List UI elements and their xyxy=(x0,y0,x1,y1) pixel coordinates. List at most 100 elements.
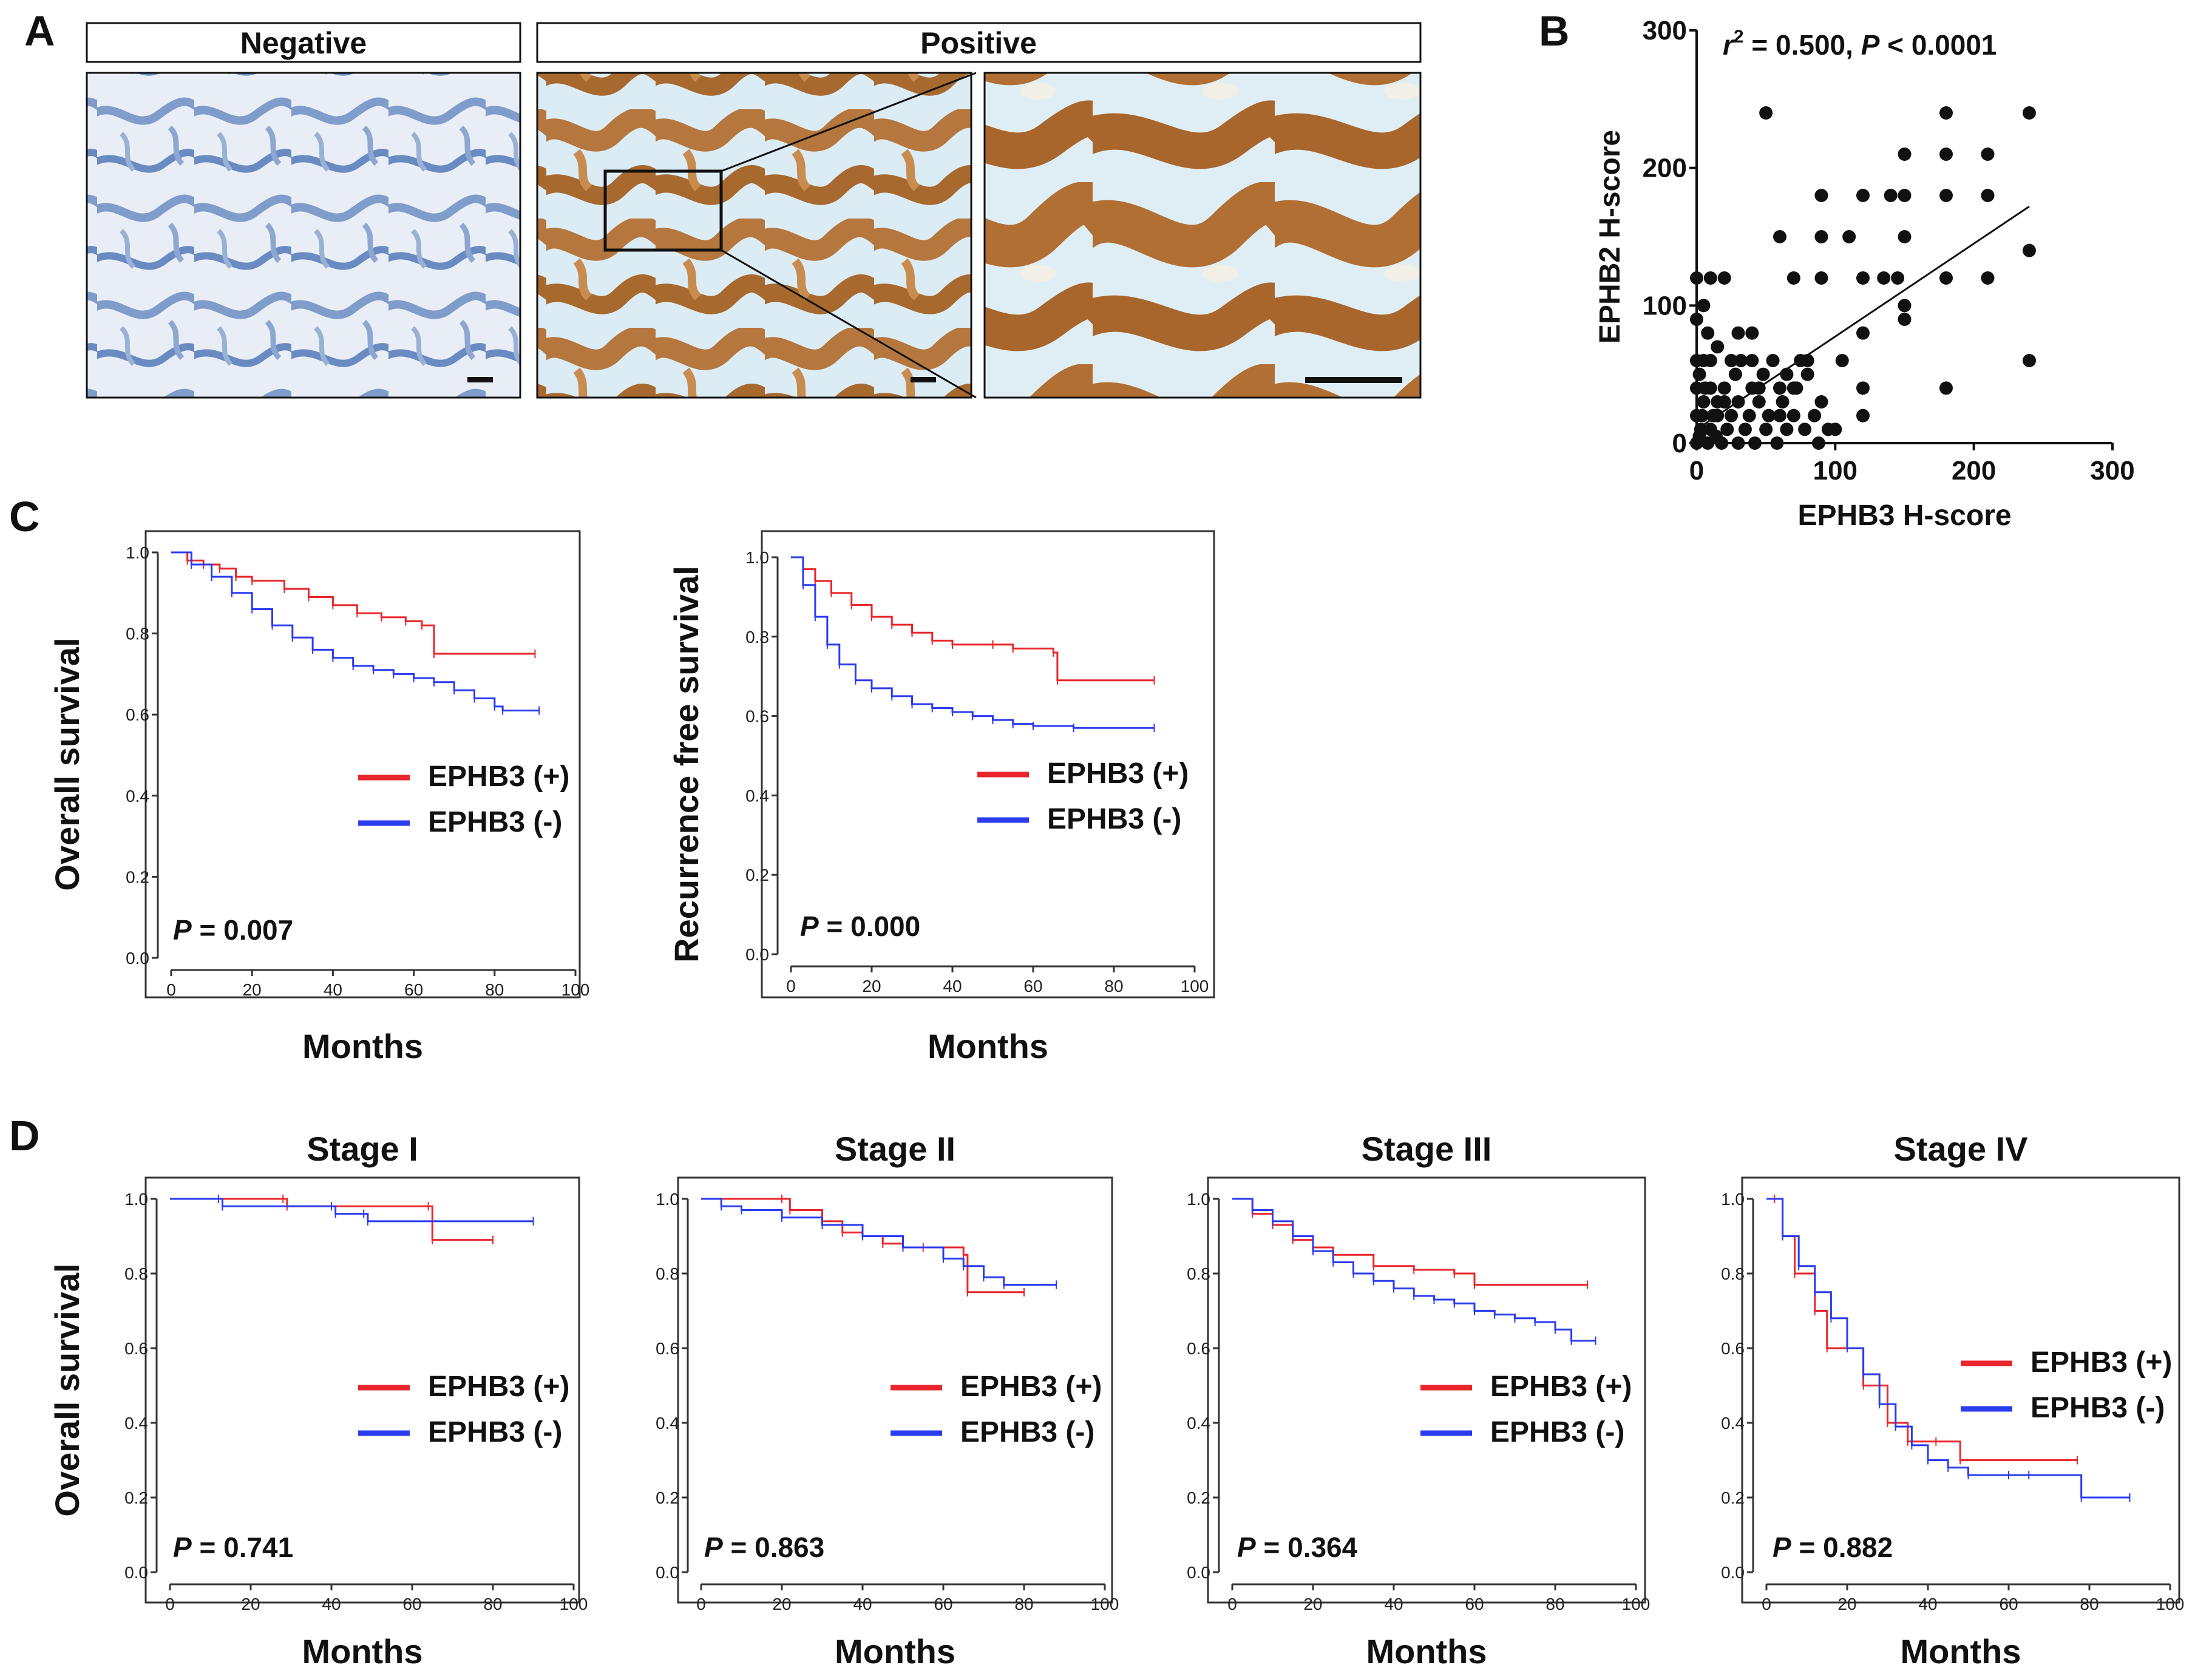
x-tick-label: 60 xyxy=(1023,977,1042,996)
km-series-line xyxy=(170,1198,493,1241)
scatter-point xyxy=(1800,354,1814,367)
x-tick-label: 0 xyxy=(786,977,796,996)
y-tick-label: 200 xyxy=(1643,154,1687,183)
legend-label: EPHB3 (+) xyxy=(1490,1371,1632,1403)
x-axis-label: Months xyxy=(928,1027,1048,1065)
x-tick-label: 60 xyxy=(402,1595,421,1613)
scatter-point xyxy=(1856,381,1870,395)
y-tick-label: 0.2 xyxy=(656,1488,679,1507)
negative-scale-bar xyxy=(467,377,493,382)
scatter-point xyxy=(2023,106,2036,120)
y-tick-label: 0.6 xyxy=(745,707,769,726)
x-tick-label: 100 xyxy=(561,980,590,999)
scatter-point xyxy=(1725,409,1739,422)
negative-header-label: Negative xyxy=(240,26,367,60)
positive-ihc-image xyxy=(536,72,972,399)
scatter-point xyxy=(1703,271,1717,285)
scatter-point xyxy=(1766,354,1780,367)
scatter-point xyxy=(1756,367,1770,381)
y-tick-label: 0.8 xyxy=(1187,1264,1210,1283)
p-value: P = 0.882 xyxy=(1773,1531,1893,1563)
scatter-point xyxy=(1762,409,1776,422)
x-tick-label: 80 xyxy=(485,980,504,999)
y-tick-label: 0.8 xyxy=(1721,1264,1745,1283)
scatter-point xyxy=(1814,189,1828,202)
scatter-point xyxy=(1731,395,1745,409)
km-series-line xyxy=(1766,1198,2130,1499)
x-tick-label: 20 xyxy=(243,980,262,999)
scatter-point xyxy=(1856,189,1870,202)
panel-label-a: A xyxy=(24,7,55,55)
km-series-line xyxy=(170,1198,534,1223)
y-tick-label: 0.8 xyxy=(656,1264,679,1283)
legend-label: EPHB3 (-) xyxy=(428,1416,562,1448)
x-tick-label: 60 xyxy=(404,980,423,999)
annotation-r: r xyxy=(1723,29,1735,61)
positive-header-label: Positive xyxy=(920,26,1037,60)
scatter-point xyxy=(1703,354,1717,367)
km-overall-survival: 0.0 0.2 0.4 0.6 0.8 1.0 0 20 40 60 80 100 Months Over… xyxy=(48,530,590,1065)
scatter-point xyxy=(1811,436,1825,450)
y-tick-label: 0.0 xyxy=(656,1563,679,1582)
p-value: P = 0.364 xyxy=(1237,1531,1358,1563)
p-value-symbol: P xyxy=(800,911,819,942)
x-tick-label: 20 xyxy=(862,977,881,996)
scatter-point xyxy=(1981,148,1995,161)
scatter-point xyxy=(1877,271,1891,285)
scatter-point xyxy=(1690,313,1703,326)
x-tick-label: 200 xyxy=(1952,456,1996,486)
plot-frame xyxy=(761,530,1215,999)
y-tick-label: 0.8 xyxy=(126,625,149,643)
scatter-point xyxy=(1690,409,1703,422)
x-tick-label: 20 xyxy=(241,1595,260,1613)
scatter-point xyxy=(2023,243,2036,257)
zoom-connector-top xyxy=(721,72,977,172)
scatter-point xyxy=(1800,367,1814,381)
scatter-point xyxy=(1703,381,1717,395)
km-stage-3: 0.0 0.2 0.4 0.6 0.8 1.0 0 20 40 60 80 100 Months Stag… xyxy=(1187,1130,1650,1671)
positive-scale-bar xyxy=(911,377,936,382)
y-tick-label: 0.6 xyxy=(1721,1339,1745,1358)
y-tick-label: 0.2 xyxy=(126,867,149,886)
y-tick-label: 0.8 xyxy=(124,1264,148,1283)
km-stage-2: 0.0 0.2 0.4 0.6 0.8 1.0 0 20 40 60 80 100 Months Stag… xyxy=(656,1130,1119,1671)
x-tick-label: 0 xyxy=(696,1595,706,1613)
scatter-point xyxy=(1939,148,1953,161)
scatter-point xyxy=(1884,189,1898,202)
y-tick-label: 0.2 xyxy=(124,1488,148,1507)
negative-ihc-image xyxy=(86,72,521,399)
y-axis-label: Recurrence free survival xyxy=(667,566,705,963)
y-tick-label: 0.6 xyxy=(126,705,149,724)
panel-label-d: D xyxy=(9,1112,40,1159)
p-value-symbol: P xyxy=(1773,1531,1791,1563)
y-tick-label: 0.8 xyxy=(745,628,769,646)
x-tick-label: 100 xyxy=(1813,456,1857,486)
scatter-point xyxy=(1770,436,1784,450)
scatter-point xyxy=(1786,381,1800,395)
legend-label: EPHB3 (-) xyxy=(960,1416,1094,1448)
x-tick-label: 40 xyxy=(943,977,962,996)
x-tick-label: 100 xyxy=(1622,1595,1651,1613)
x-axis-label: Months xyxy=(302,1027,423,1065)
scatter-point xyxy=(1731,436,1745,450)
x-tick-label: 60 xyxy=(1999,1595,2018,1613)
scatter-point xyxy=(1711,409,1725,422)
p-value: P = 0.007 xyxy=(173,914,293,946)
plot-title: Stage III xyxy=(1362,1130,1492,1168)
y-tick-label: 0.0 xyxy=(1187,1563,1210,1582)
zoom-scale-bar xyxy=(1305,377,1402,383)
y-tick-label: 0.6 xyxy=(656,1339,679,1358)
x-tick-label: 20 xyxy=(1837,1595,1856,1613)
p-value-number: = 0.741 xyxy=(192,1531,294,1563)
scatter-point xyxy=(1745,354,1759,367)
scatter-point xyxy=(1814,230,1828,243)
scatter-point xyxy=(1798,422,1812,436)
p-value-symbol: P xyxy=(173,1531,192,1563)
scatter-point xyxy=(1842,230,1856,243)
y-tick-label: 0.0 xyxy=(124,1563,148,1582)
plot-frame xyxy=(1207,1176,1646,1604)
plot-frame xyxy=(144,530,581,999)
scatter-point xyxy=(1981,189,1995,202)
x-axis-label: Months xyxy=(1366,1632,1487,1671)
